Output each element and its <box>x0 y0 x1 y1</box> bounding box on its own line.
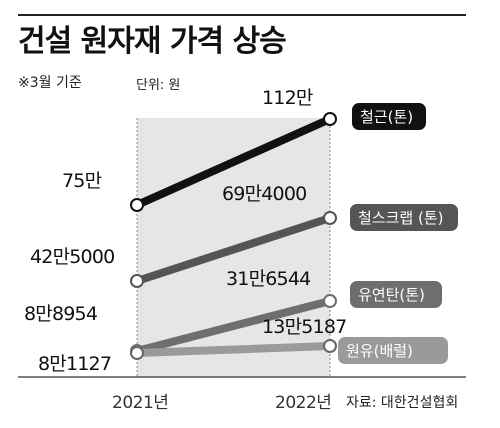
series-line-coal <box>133 297 334 355</box>
point-coal-2022 <box>323 294 337 308</box>
point-steel-2022 <box>323 112 337 126</box>
legend-tag-scrap <box>350 204 458 231</box>
label-steel-2022: 112만 <box>262 87 313 109</box>
chart-title: 건설 원자재 가격 상승 <box>18 24 287 59</box>
legend-label-steel: 철근(톤) <box>360 108 413 126</box>
legend-tag-steel <box>352 103 426 130</box>
legend-tag-coal <box>350 281 442 308</box>
series-crude: 8만1127 13만5187 원유(배럴) <box>38 316 448 375</box>
point-scrap-2021 <box>130 274 144 288</box>
series-steel: 75만 112만 철근(톤) <box>62 87 426 212</box>
legend-label-scrap: 철스크랩 (톤) <box>358 209 443 227</box>
series-scrap: 42만5000 69만4000 철스크랩 (톤) <box>30 183 458 288</box>
x-tick-2022: 2022년 <box>275 393 331 413</box>
label-coal-2022: 31만6544 <box>226 268 311 290</box>
series-line-scrap <box>133 214 334 285</box>
point-crude-2022 <box>323 339 337 353</box>
point-steel-2021 <box>130 198 144 212</box>
point-crude-2021 <box>130 346 144 360</box>
series-coal: 8만8954 31만6544 유연탄(톤) <box>24 268 442 358</box>
label-scrap-2022: 69만4000 <box>222 183 306 205</box>
label-coal-2021: 8만8954 <box>24 303 98 325</box>
unit-note: 단위: 원 <box>136 78 181 93</box>
label-scrap-2021: 42만5000 <box>30 246 114 268</box>
top-rule <box>18 14 466 16</box>
series-line-steel <box>133 115 334 209</box>
x-tick-2021: 2021년 <box>112 393 168 413</box>
label-steel-2021: 75만 <box>62 170 102 192</box>
point-scrap-2022 <box>323 211 337 225</box>
series-line-crude <box>133 342 334 357</box>
legend-label-coal: 유연탄(톤) <box>358 286 425 304</box>
legend-label-crude: 원유(배럴) <box>346 342 413 360</box>
source-note: 자료: 대한건설협회 <box>346 395 459 411</box>
basis-note: ※3월 기준 <box>18 75 82 91</box>
legend-tag-crude <box>338 337 448 364</box>
label-crude-2021: 8만1127 <box>38 353 111 375</box>
label-crude-2022: 13만5187 <box>262 316 346 338</box>
